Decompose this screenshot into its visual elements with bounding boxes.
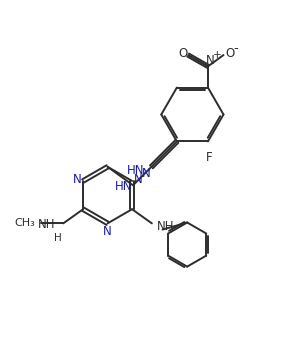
Text: N: N	[134, 173, 143, 186]
Text: +: +	[213, 50, 221, 60]
Text: N: N	[142, 166, 151, 180]
Text: HN: HN	[115, 180, 133, 193]
Text: NH: NH	[38, 218, 55, 231]
Text: O: O	[225, 47, 234, 60]
Text: CH₃: CH₃	[15, 218, 36, 228]
Text: F: F	[206, 151, 213, 164]
Text: N: N	[72, 173, 81, 186]
Text: N: N	[206, 54, 215, 67]
Text: N: N	[103, 225, 112, 238]
Text: -: -	[233, 42, 238, 55]
Text: H: H	[54, 233, 61, 243]
Text: O: O	[179, 47, 188, 60]
Text: HN: HN	[127, 164, 144, 177]
Text: NH: NH	[157, 220, 174, 233]
